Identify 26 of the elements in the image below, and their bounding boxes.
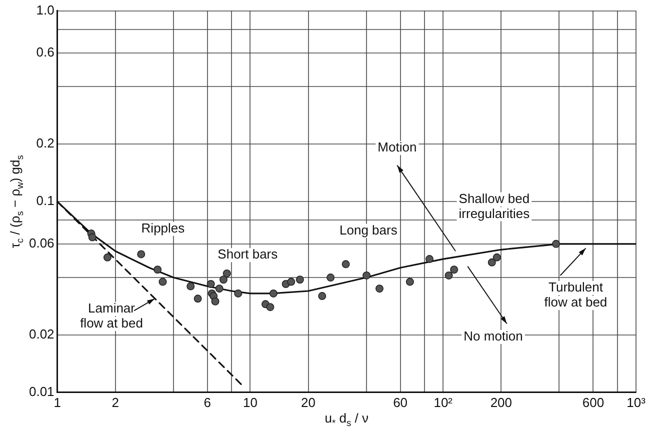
y-tick-label: 0.02	[28, 326, 54, 342]
annotation: Ripples	[141, 220, 186, 236]
annotation: Shallow bed irregularities	[458, 190, 530, 221]
y-tick-label: 0.06	[28, 236, 54, 251]
x-tick-label: 2	[112, 394, 119, 410]
y-tick-label: 1.0	[36, 2, 54, 18]
annotation: Turbulent flow at bed	[544, 280, 608, 310]
x-tick-label: 20	[301, 394, 316, 410]
y-tick-label: 0.2	[36, 136, 54, 151]
y-tick-label: 0.01	[28, 384, 54, 399]
y-tick-label: 0.6	[36, 44, 54, 60]
x-tick-label: 6	[204, 394, 212, 410]
annotation: Motion	[378, 140, 417, 155]
x-tick-label: 600	[582, 394, 604, 410]
y-tick-label: 0.1	[36, 193, 54, 208]
annotation: Long bars	[339, 222, 398, 238]
annotation: No motion	[464, 328, 523, 344]
x-tick-label: 10	[242, 394, 258, 410]
y-axis-title: τc / (ρs − ρw) gds	[8, 154, 26, 248]
x-tick-label: 1	[54, 394, 61, 410]
x-tick-label: 200	[490, 394, 512, 410]
x-tick-label: 10³	[626, 394, 646, 410]
annotation: Short bars	[218, 246, 278, 262]
x-tick-label: 60	[393, 394, 408, 410]
annotation: Laminar flow at bed	[80, 300, 143, 331]
x-tick-label: 10²	[434, 394, 454, 410]
